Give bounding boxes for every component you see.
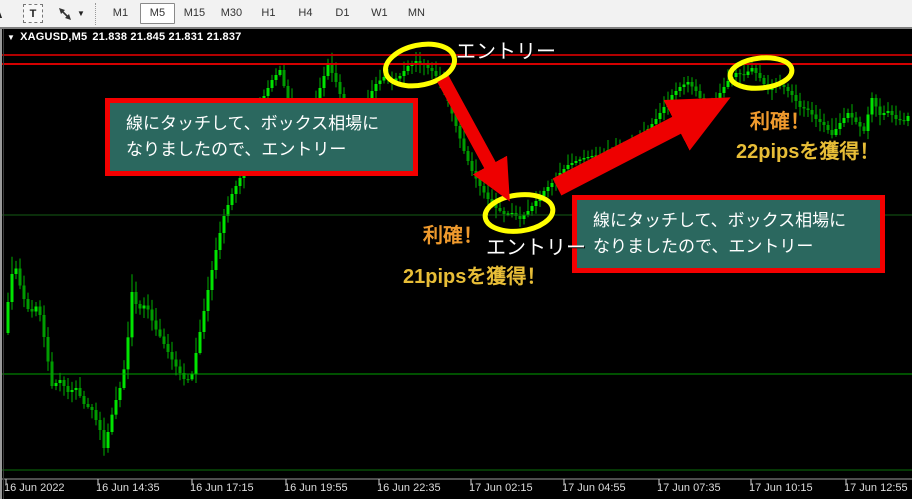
time-axis-label: 17 Jun 04:55 [562, 482, 626, 494]
take-profit-label-left[interactable]: 利確！ [423, 225, 483, 247]
chart-frame-left-inner [3, 29, 4, 499]
pips-gained-label-left[interactable]: 21pipsを獲得！ [403, 266, 547, 288]
arrows-tool-icon[interactable] [55, 5, 75, 23]
time-axis-label: 16 Jun 19:55 [284, 482, 348, 494]
chart-area[interactable]: ▼ XAGUSD,M5 21.838 21.845 21.831 21.837 … [0, 27, 912, 499]
label-tool-icon[interactable]: A [0, 6, 7, 21]
timeframe-button-MN[interactable]: MN [407, 7, 425, 19]
toolbar: A T ▼ M1 M5 M15 M30 H1 H4 D1 W1 MN [0, 0, 912, 28]
arrows-tool-dropdown-icon[interactable]: ▼ [77, 9, 85, 18]
timeframe-button-M30[interactable]: M30 [220, 7, 243, 19]
chart-symbol-timeframe: XAGUSD,M5 [20, 31, 88, 43]
timeframe-button-M15[interactable]: M15 [183, 7, 206, 19]
annotation-layer [382, 38, 795, 235]
trade-arrow-down[interactable] [437, 75, 510, 202]
symbol-dropdown-icon[interactable]: ▼ [7, 32, 16, 42]
entry-label-mid[interactable]: エントリー [486, 237, 586, 259]
pips-gained-label-right[interactable]: 22pipsを獲得！ [736, 141, 880, 163]
time-axis-label: 17 Jun 07:35 [657, 482, 721, 494]
timeframe-button-D1[interactable]: D1 [335, 7, 350, 19]
entry-highlight-ellipse-top[interactable] [382, 38, 459, 92]
note-box-right[interactable]: 線にタッチして、ボックス相場に なりましたので、エントリー [572, 195, 885, 273]
exit-entry-highlight-ellipse-mid[interactable] [482, 191, 556, 235]
timeframe-button-H1[interactable]: H1 [261, 7, 276, 19]
exit-highlight-ellipse-right[interactable] [727, 55, 795, 91]
chart-title: ▼ XAGUSD,M5 21.838 21.845 21.831 21.837 [7, 31, 241, 43]
timeframe-button-H4[interactable]: H4 [298, 7, 313, 19]
take-profit-label-right[interactable]: 利確！ [750, 111, 810, 133]
note-box-right-line1: 線にタッチして、ボックス相場に [593, 211, 847, 230]
toolbar-separator [94, 2, 96, 25]
entry-label-top[interactable]: エントリー [456, 41, 556, 63]
time-axis-label: 17 Jun 12:55 [844, 482, 908, 494]
timeframe-button-W1[interactable]: W1 [371, 7, 388, 19]
trade-arrow-up[interactable] [552, 97, 731, 196]
text-tool-icon[interactable]: T [23, 4, 43, 23]
time-axis-label: 16 Jun 22:35 [377, 482, 441, 494]
timeframe-button-M5[interactable]: M5 [139, 3, 175, 24]
note-box-left[interactable]: 線にタッチして、ボックス相場に なりましたので、エントリー [105, 98, 418, 176]
timeframe-group: M1 M5 M15 M30 H1 H4 D1 W1 MN [102, 3, 435, 24]
note-box-left-line2: なりましたので、エントリー [126, 140, 347, 159]
time-axis-label: 17 Jun 10:15 [749, 482, 813, 494]
timeframe-button-M1[interactable]: M1 [112, 7, 129, 19]
chart-ohlc-quotes: 21.838 21.845 21.831 21.837 [92, 31, 242, 43]
chart-frame-left [0, 29, 2, 499]
note-box-right-line2: なりましたので、エントリー [593, 237, 814, 256]
time-axis-label: 16 Jun 14:35 [96, 482, 160, 494]
time-axis-label: 16 Jun 17:15 [190, 482, 254, 494]
time-axis-label: 16 Jun 2022 [4, 482, 65, 494]
time-axis-label: 17 Jun 02:15 [469, 482, 533, 494]
note-box-left-line1: 線にタッチして、ボックス相場に [126, 114, 380, 133]
